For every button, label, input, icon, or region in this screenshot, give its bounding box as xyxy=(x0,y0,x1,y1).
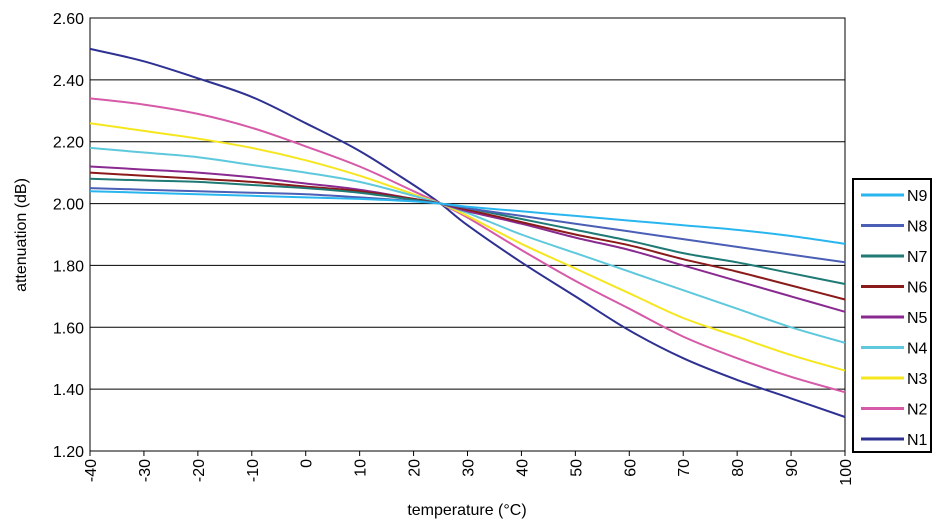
x-tick-label: 60 xyxy=(622,459,639,477)
y-tick-label: 2.20 xyxy=(53,135,84,152)
axis-ticks: 1.20 1.40 1.60 1.80 2.00 2.20 2.40 2.60 -40 -30 -2… xyxy=(53,11,855,486)
series-line-n5 xyxy=(89,165,846,313)
series-line-n9 xyxy=(89,190,846,245)
x-tick-label: -30 xyxy=(137,459,154,482)
y-tick-label: 2.00 xyxy=(53,197,84,214)
gridlines xyxy=(90,17,845,452)
x-tick-label: 100 xyxy=(838,459,855,486)
x-tick-label: 0 xyxy=(299,459,316,468)
y-tick-label: 1.80 xyxy=(53,258,84,275)
legend-label-n6: N6 xyxy=(907,280,928,297)
legend-label-n1: N1 xyxy=(907,432,928,449)
legend-label-n3: N3 xyxy=(907,371,928,388)
x-tick-label: -10 xyxy=(245,459,262,482)
series-line-n3 xyxy=(89,122,846,372)
x-tick-label: 80 xyxy=(730,459,747,477)
x-tick-label: 40 xyxy=(514,459,531,477)
legend-label-n2: N2 xyxy=(907,402,928,419)
legend-label-n9: N9 xyxy=(907,188,928,205)
series-line-n1 xyxy=(89,47,846,418)
legend-label-n5: N5 xyxy=(907,310,928,327)
y-axis-title: attenuation (dB) xyxy=(13,178,30,292)
x-tick-label: 20 xyxy=(407,459,424,477)
x-tick-label: -20 xyxy=(191,459,208,482)
y-tick-label: 1.20 xyxy=(53,444,84,461)
plot-area xyxy=(89,17,846,452)
x-tick-label: 70 xyxy=(676,459,693,477)
legend-label-n4: N4 xyxy=(907,341,928,358)
y-tick-label: 1.40 xyxy=(53,382,84,399)
x-tick-label: 30 xyxy=(461,459,478,477)
legend-label-n7: N7 xyxy=(907,249,928,266)
series-lines xyxy=(89,47,846,418)
x-tick-label: -40 xyxy=(83,459,100,482)
y-tick-label: 2.40 xyxy=(53,73,84,90)
legend-label-n8: N8 xyxy=(907,219,928,236)
x-axis-title: temperature (°C) xyxy=(407,502,526,519)
x-tick-label: 50 xyxy=(568,459,585,477)
legend: N9 N8 N7 N6 N5 N4 N3 N2 N1 xyxy=(852,178,932,453)
x-tick-label: 90 xyxy=(784,459,801,477)
x-tick-label: 10 xyxy=(353,459,370,477)
y-tick-label: 1.60 xyxy=(53,320,84,337)
y-tick-label: 2.60 xyxy=(53,11,84,28)
